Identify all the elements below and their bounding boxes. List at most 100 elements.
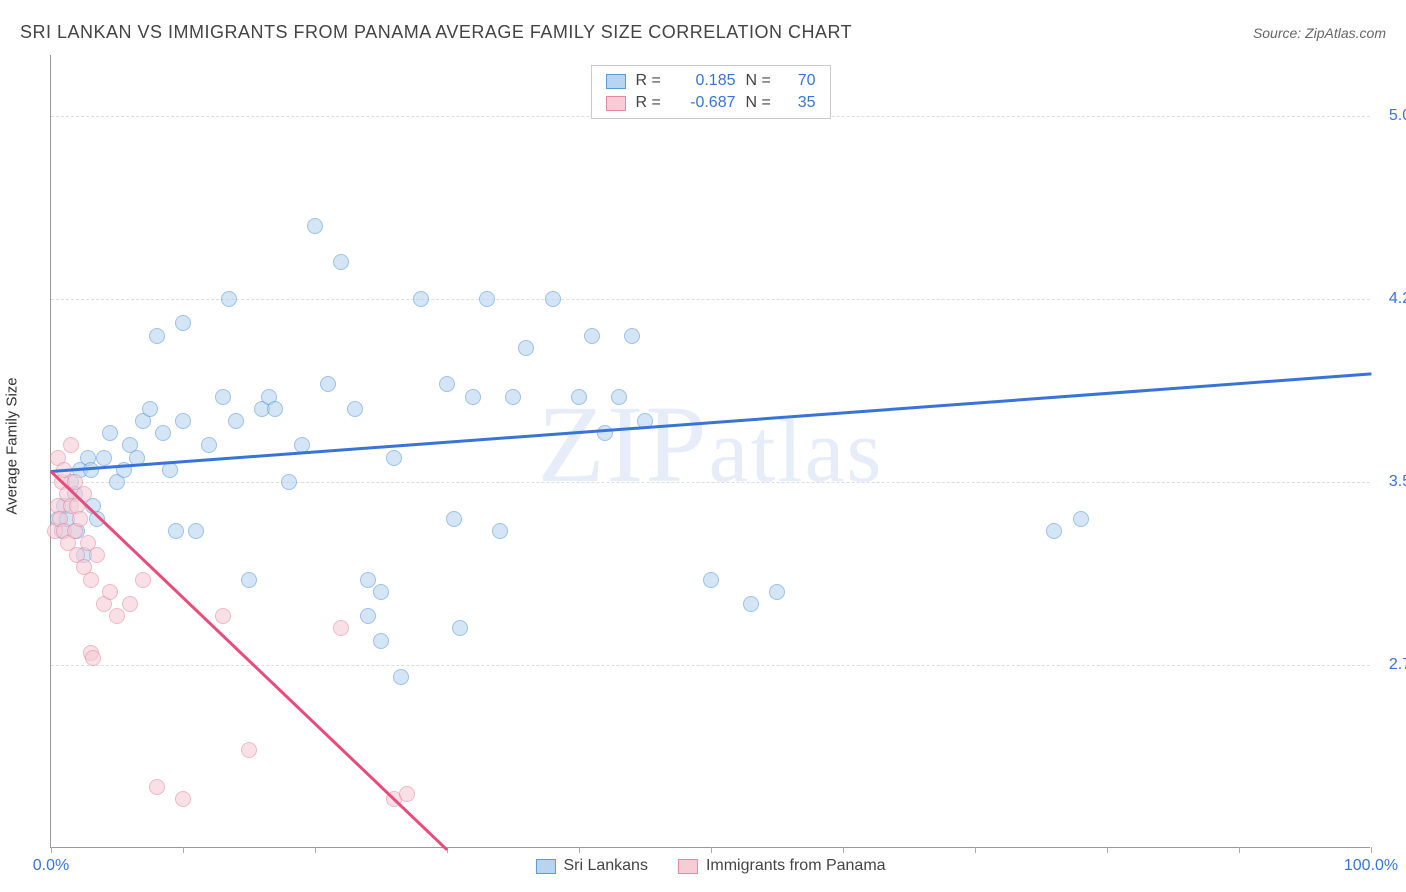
data-point: [241, 742, 257, 758]
x-tick-mark: [315, 847, 316, 853]
data-point: [109, 608, 125, 624]
data-point: [571, 389, 587, 405]
data-point: [162, 462, 178, 478]
data-point: [281, 474, 297, 490]
data-point: [492, 523, 508, 539]
x-tick-mark: [843, 847, 844, 853]
data-point: [72, 511, 88, 527]
data-point: [393, 669, 409, 685]
data-point: [439, 376, 455, 392]
x-tick-label: 100.0%: [1344, 857, 1398, 875]
legend-item: Sri Lankans: [535, 857, 648, 875]
data-point: [624, 328, 640, 344]
data-point: [149, 779, 165, 795]
data-point: [545, 291, 561, 307]
data-point: [241, 572, 257, 588]
stats-row: R = -0.687 N = 35: [592, 92, 830, 114]
data-point: [142, 401, 158, 417]
data-point: [518, 340, 534, 356]
data-point: [89, 547, 105, 563]
data-point: [413, 291, 429, 307]
data-point: [102, 425, 118, 441]
data-point: [386, 450, 402, 466]
legend-item: Immigrants from Panama: [678, 857, 886, 875]
data-point: [743, 596, 759, 612]
data-point: [221, 291, 237, 307]
r-value: -0.687: [676, 94, 736, 112]
x-tick-mark: [183, 847, 184, 853]
data-point: [347, 401, 363, 417]
n-label: N =: [746, 94, 776, 112]
data-point: [215, 608, 231, 624]
data-point: [267, 401, 283, 417]
data-point: [149, 328, 165, 344]
data-point: [175, 413, 191, 429]
data-point: [201, 437, 217, 453]
data-point: [333, 620, 349, 636]
r-value: 0.185: [676, 72, 736, 90]
x-tick-mark: [1371, 847, 1372, 853]
data-point: [228, 413, 244, 429]
data-point: [63, 437, 79, 453]
y-tick-label: 2.75: [1375, 656, 1406, 674]
data-point: [611, 389, 627, 405]
gridline: [51, 665, 1370, 666]
legend-swatch: [535, 859, 555, 874]
x-tick-mark: [975, 847, 976, 853]
trend-line: [50, 470, 448, 850]
data-point: [135, 572, 151, 588]
scatter-chart: ZIPatlas 2.753.504.255.000.0%100.0%R =0.…: [50, 55, 1370, 848]
legend-swatch: [606, 96, 626, 111]
r-label: R =: [636, 94, 666, 112]
data-point: [1046, 523, 1062, 539]
data-point: [96, 450, 112, 466]
stats-legend: R = 0.185 N = 70 R = -0.687 N = 35: [591, 65, 831, 119]
stats-row: R = 0.185 N = 70: [592, 70, 830, 92]
data-point: [85, 650, 101, 666]
data-point: [215, 389, 231, 405]
data-point: [175, 791, 191, 807]
legend-swatch: [678, 859, 698, 874]
data-point: [1073, 511, 1089, 527]
x-tick-mark: [51, 847, 52, 853]
data-point: [188, 523, 204, 539]
n-value: 35: [786, 94, 816, 112]
data-point: [399, 786, 415, 802]
data-point: [465, 389, 481, 405]
legend-label: Immigrants from Panama: [706, 857, 886, 875]
x-tick-label: 0.0%: [33, 857, 69, 875]
data-point: [83, 572, 99, 588]
y-tick-label: 3.50: [1375, 473, 1406, 491]
x-tick-mark: [579, 847, 580, 853]
data-point: [769, 584, 785, 600]
data-point: [102, 584, 118, 600]
data-point: [452, 620, 468, 636]
trend-line: [51, 372, 1371, 472]
data-point: [360, 572, 376, 588]
legend-swatch: [606, 74, 626, 89]
data-point: [320, 376, 336, 392]
data-point: [584, 328, 600, 344]
x-tick-mark: [711, 847, 712, 853]
data-point: [373, 584, 389, 600]
chart-header: SRI LANKAN VS IMMIGRANTS FROM PANAMA AVE…: [20, 22, 1386, 43]
x-tick-mark: [1239, 847, 1240, 853]
data-point: [175, 315, 191, 331]
r-label: R =: [636, 72, 666, 90]
x-tick-mark: [1107, 847, 1108, 853]
y-tick-label: 4.25: [1375, 290, 1406, 308]
gridline: [51, 299, 1370, 300]
n-label: N =: [746, 72, 776, 90]
data-point: [155, 425, 171, 441]
gridline: [51, 482, 1370, 483]
data-point: [703, 572, 719, 588]
source-credit: Source: ZipAtlas.com: [1253, 25, 1386, 41]
data-point: [122, 596, 138, 612]
data-point: [479, 291, 495, 307]
chart-title: SRI LANKAN VS IMMIGRANTS FROM PANAMA AVE…: [20, 22, 852, 43]
data-point: [505, 389, 521, 405]
data-point: [333, 254, 349, 270]
n-value: 70: [786, 72, 816, 90]
y-axis-label: Average Family Size: [4, 377, 21, 514]
watermark: ZIPatlas: [538, 381, 884, 508]
